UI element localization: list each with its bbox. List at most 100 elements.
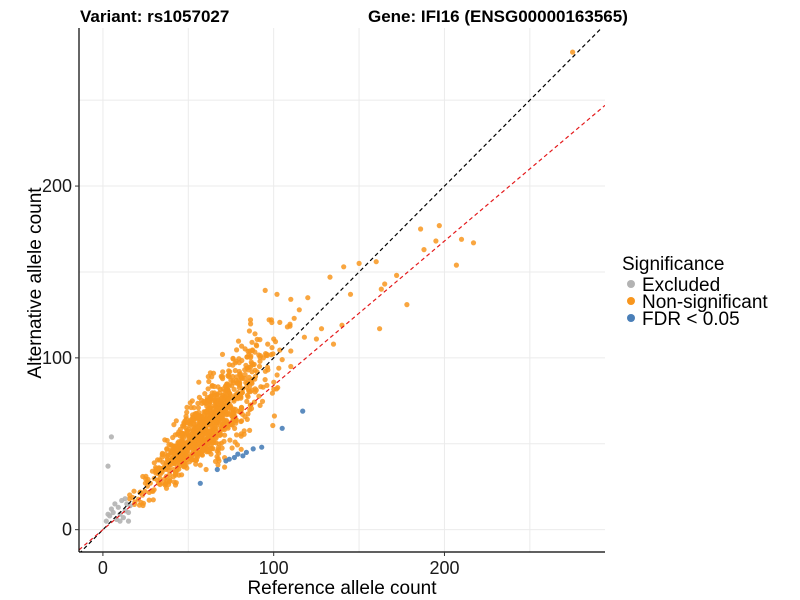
point-nonsignificant <box>229 445 235 451</box>
point-nonsignificant <box>305 295 311 301</box>
point-excluded <box>108 434 114 440</box>
point-nonsignificant <box>184 443 191 449</box>
point-nonsignificant <box>235 396 241 402</box>
point-nonsignificant <box>234 432 240 438</box>
point-nonsignificant <box>142 488 148 494</box>
data-points <box>103 49 576 524</box>
point-nonsignificant <box>238 431 244 437</box>
point-nonsignificant <box>244 354 250 360</box>
point-nonsignificant <box>195 400 201 406</box>
legend-swatch <box>627 280 635 288</box>
point-nonsignificant <box>161 476 167 482</box>
point-nonsignificant <box>164 446 170 452</box>
legend-title: Significance <box>622 254 724 275</box>
point-nonsignificant <box>291 315 297 321</box>
tick-labels: 0 100 200 0 100 200 <box>42 176 460 578</box>
point-nonsignificant <box>327 274 333 280</box>
y-axis-label: Alternative allele count <box>25 187 46 379</box>
point-nonsignificant <box>207 416 213 422</box>
point-nonsignificant <box>142 480 148 486</box>
point-nonsignificant <box>262 287 268 293</box>
point-nonsignificant <box>347 291 354 297</box>
point-fdr <box>259 444 265 450</box>
point-nonsignificant <box>205 400 212 406</box>
point-nonsignificant <box>242 371 248 378</box>
point-nonsignificant <box>377 326 383 332</box>
point-nonsignificant <box>204 446 210 452</box>
point-fdr <box>243 449 249 455</box>
point-nonsignificant <box>167 478 173 484</box>
point-fdr <box>226 456 232 462</box>
reference-lines-front <box>79 28 605 552</box>
point-nonsignificant <box>271 413 277 419</box>
point-nonsignificant <box>256 363 263 369</box>
point-nonsignificant <box>159 454 165 460</box>
axes <box>78 28 605 553</box>
point-nonsignificant <box>196 379 202 385</box>
point-nonsignificant <box>252 331 258 337</box>
point-nonsignificant <box>277 319 283 325</box>
point-nonsignificant <box>222 464 228 470</box>
point-nonsignificant <box>209 374 215 380</box>
point-nonsignificant <box>238 446 244 452</box>
point-nonsignificant <box>232 367 238 374</box>
point-nonsignificant <box>218 414 224 421</box>
point-nonsignificant <box>276 365 282 371</box>
point-nonsignificant <box>279 357 285 363</box>
point-nonsignificant <box>264 351 270 357</box>
point-nonsignificant <box>244 398 250 404</box>
point-excluded <box>125 509 132 516</box>
point-nonsignificant <box>433 238 439 244</box>
point-nonsignificant <box>418 226 424 232</box>
point-nonsignificant <box>187 400 193 406</box>
point-nonsignificant <box>226 396 232 402</box>
point-nonsignificant <box>250 362 256 368</box>
point-nonsignificant <box>247 317 254 323</box>
point-nonsignificant <box>234 347 240 353</box>
legend: Significance ExcludedNon-significantFDR … <box>622 254 768 330</box>
point-fdr <box>197 480 203 486</box>
point-nonsignificant <box>202 391 208 397</box>
x-tick-label: 0 <box>98 558 108 578</box>
point-nonsignificant <box>265 341 271 347</box>
point-excluded <box>115 504 121 510</box>
point-nonsignificant <box>247 427 253 433</box>
point-nonsignificant <box>270 422 276 429</box>
point-nonsignificant <box>356 260 362 266</box>
point-nonsignificant <box>218 431 224 437</box>
point-nonsignificant <box>206 378 212 385</box>
point-nonsignificant <box>318 326 325 332</box>
point-nonsignificant <box>208 451 214 457</box>
point-nonsignificant <box>166 467 172 473</box>
point-nonsignificant <box>209 383 215 389</box>
reference-line-fit <box>79 104 605 551</box>
point-nonsignificant <box>181 462 187 468</box>
point-nonsignificant <box>173 457 179 464</box>
point-fdr <box>231 454 237 461</box>
legend-label: Non-significant <box>642 292 768 313</box>
point-nonsignificant <box>254 343 260 349</box>
point-nonsignificant <box>288 348 294 354</box>
point-nonsignificant <box>288 296 294 302</box>
point-nonsignificant <box>264 382 270 388</box>
point-nonsignificant <box>198 433 204 439</box>
point-nonsignificant <box>378 286 384 292</box>
point-nonsignificant <box>227 437 233 443</box>
point-nonsignificant <box>239 418 245 424</box>
point-nonsignificant <box>199 397 205 403</box>
legend-label: Excluded <box>642 275 720 296</box>
point-nonsignificant <box>219 421 225 427</box>
point-nonsignificant <box>246 328 252 334</box>
point-nonsignificant <box>188 404 194 411</box>
point-nonsignificant <box>226 382 232 388</box>
point-excluded <box>105 463 111 469</box>
point-nonsignificant <box>154 477 161 483</box>
point-nonsignificant <box>199 420 205 426</box>
point-nonsignificant <box>570 49 576 55</box>
point-nonsignificant <box>229 421 235 427</box>
point-nonsignificant <box>131 501 137 507</box>
point-excluded <box>117 511 123 517</box>
point-nonsignificant <box>271 336 277 342</box>
point-excluded <box>112 501 118 507</box>
point-nonsignificant <box>127 492 133 498</box>
